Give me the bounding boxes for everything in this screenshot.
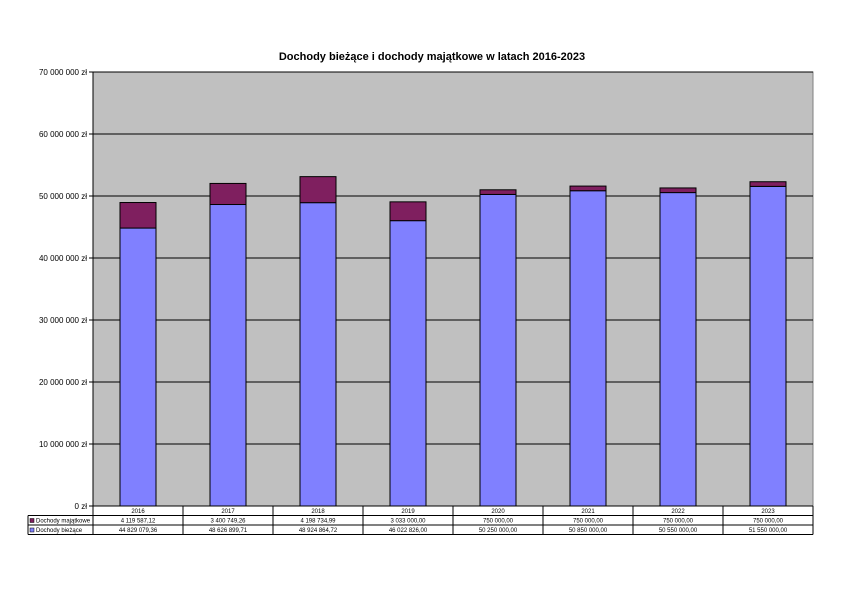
bars: [119, 176, 787, 507]
x-tick-label: 2017: [221, 509, 235, 515]
plot-area: [92, 71, 814, 507]
legend-label: Dochody majątkowe: [36, 519, 91, 525]
x-tick-label: 2021: [581, 509, 595, 515]
legend-key: [29, 527, 35, 533]
y-tick-label: 0 zł: [75, 502, 88, 511]
bar-dochody-majatkowe: [119, 202, 157, 229]
bar-dochody-biezace: [749, 185, 787, 507]
y-tick-label: 60 000 000 zł: [39, 130, 87, 139]
data-label: 50 250 000,00: [479, 528, 518, 534]
bar-dochody-biezace: [479, 193, 517, 507]
bar-dochody-majatkowe: [749, 181, 787, 187]
data-label: 3 033 000,00: [390, 519, 426, 525]
legend-key: [29, 518, 35, 523]
x-tick-label: 2023: [761, 509, 775, 515]
y-tick-label: 40 000 000 zł: [39, 254, 87, 263]
bar-dochody-biezace: [659, 192, 697, 507]
x-tick-label: 2022: [671, 509, 685, 515]
data-label: 750 000,00: [483, 519, 514, 525]
bar-dochody-biezace: [569, 190, 607, 507]
y-axis: 0 zł 10 000 000 zł 20 000 000 zł 30 000 000…: [39, 68, 813, 511]
data-label: 4 198 734,99: [300, 519, 336, 525]
x-tick-label: 2020: [491, 509, 505, 515]
legend-label: Dochody bieżące: [36, 528, 83, 534]
y-tick-label: 70 000 000 zł: [39, 68, 87, 77]
data-label: 48 626 899,71: [209, 528, 248, 534]
bar-dochody-biezace: [299, 202, 337, 507]
bar-dochody-biezace: [209, 204, 247, 507]
data-label: 51 550 000,00: [749, 528, 788, 534]
bar-dochody-majatkowe: [389, 201, 427, 222]
x-tick-label: 2016: [131, 509, 145, 515]
bar-dochody-biezace: [389, 220, 427, 507]
y-tick-label: 30 000 000 zł: [39, 316, 87, 325]
bar-dochody-majatkowe: [659, 187, 697, 194]
bar-dochody-majatkowe: [299, 176, 337, 204]
x-tick-label: 2019: [401, 509, 415, 515]
y-tick-label: 20 000 000 zł: [39, 378, 87, 387]
x-tick-label: 2018: [311, 509, 325, 515]
data-label: 4 119 587,12: [121, 519, 156, 525]
y-tick-label: 10 000 000 zł: [39, 440, 87, 449]
data-label: 50 850 000,00: [569, 528, 608, 534]
y-tick-label: 50 000 000 zł: [39, 192, 87, 201]
bar-dochody-biezace: [119, 227, 157, 507]
bar-dochody-majatkowe: [479, 189, 517, 195]
data-label: 44 829 079,36: [119, 528, 158, 534]
data-label: 750 000,00: [663, 519, 694, 525]
data-label: 48 924 864,72: [299, 528, 338, 534]
data-label: 3 400 749,26: [210, 519, 246, 525]
bar-dochody-majatkowe: [569, 185, 607, 192]
data-label: 50 550 000,00: [659, 528, 698, 534]
data-label: 750 000,00: [573, 519, 604, 525]
data-label: 750 000,00: [753, 519, 784, 525]
data-label: 46 022 826,00: [389, 528, 428, 534]
bar-dochody-majatkowe: [209, 182, 247, 206]
chart-title: Dochody bieżące i dochody majątkowe w la…: [279, 51, 585, 63]
data-table: 2016 2017 2018 2019 2020 2021 2022 2023 Dochody …: [27, 505, 814, 535]
